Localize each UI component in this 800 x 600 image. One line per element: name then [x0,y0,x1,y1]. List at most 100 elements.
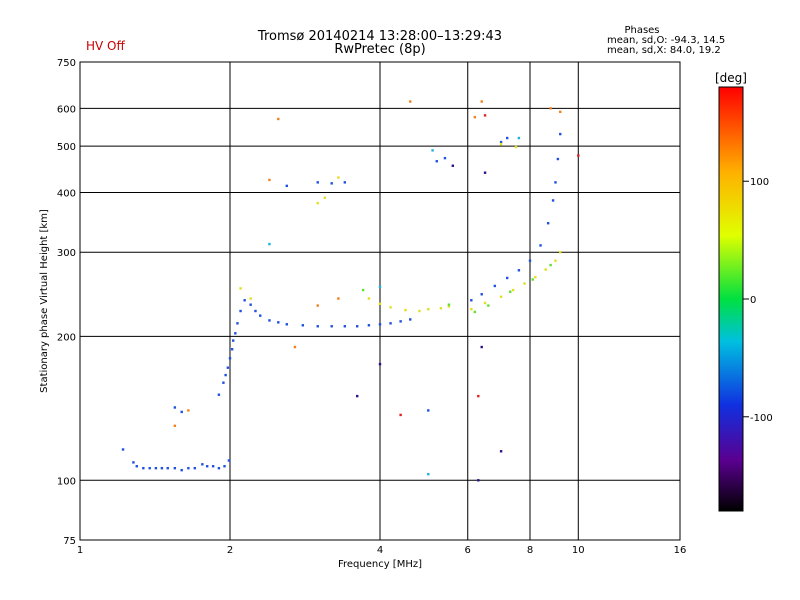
phases-x: mean, sd,X: 84.0, 19.2 [607,45,721,56]
chart-title: Tromsø 20140214 13:28:00–13:29:43 [257,29,502,44]
data-point [166,466,169,470]
data-point [223,465,226,468]
y-tick-label: 75 [63,536,76,547]
data-point [409,318,412,321]
data-point [477,479,480,482]
data-point [431,149,434,152]
data-point [493,284,497,288]
data-point [205,465,209,468]
hv-status: HV Off [86,39,125,53]
data-point [227,459,231,462]
x-tick-label: 2 [227,545,233,556]
data-point [378,323,382,326]
data-point [234,332,237,335]
data-point [361,288,365,292]
data-point [559,132,562,136]
data-point [135,465,138,468]
data-point [236,322,239,325]
data-point [217,466,221,470]
data-point [316,325,319,328]
y-tick-label: 500 [57,142,76,153]
data-point [508,290,512,293]
data-point [222,381,225,384]
colorbar-tick-label: -100 [750,413,773,424]
data-point [477,394,480,398]
data-point [230,348,234,351]
data-point [531,278,534,281]
data-point [389,306,392,309]
x-tick-label: 16 [674,545,687,556]
colorbar-ticks: 100 0 -100 [743,177,773,424]
data-point [316,304,319,307]
data-point [399,320,402,323]
colorbar-tick-label: 0 [750,295,756,306]
y-tick-label: 750 [57,58,76,69]
data-point [148,466,151,470]
data-point [343,325,347,328]
data-point [505,136,509,140]
data-point [268,319,271,322]
data-point [154,466,158,470]
data-point [470,307,473,311]
data-point [180,468,183,472]
data-point [301,324,305,327]
y-tick-labels: 75 100 200 300 400 500 600 750 [57,58,76,547]
data-point [378,302,382,305]
data-point [193,466,197,470]
data-point [443,156,447,160]
data-point [399,413,402,417]
data-point [534,275,537,279]
data-point [551,199,555,202]
x-tick-label: 1 [77,545,83,556]
data-point [337,297,340,300]
data-point [132,461,135,464]
data-point [427,409,430,412]
data-point [254,309,257,313]
data-point [160,466,164,470]
data-point [337,176,340,179]
data-point [418,309,421,313]
data-point [427,472,430,476]
data-point [330,325,333,328]
data-point [409,100,412,103]
data-point [367,297,371,300]
data-point [121,448,125,451]
data-point [173,466,177,470]
y-axis-label: Stationary phase Virtual Height [km] [39,209,50,393]
data-point [142,466,145,470]
data-point [554,259,557,262]
data-point [378,362,382,366]
x-tick-label: 4 [377,545,383,556]
data-point [511,288,515,292]
data-point [268,242,271,246]
data-point [499,142,503,146]
data-point [435,160,438,163]
data-point [323,196,327,199]
data-point [480,293,483,296]
y-tick-label: 400 [57,188,76,199]
data-point [239,309,242,313]
data-point [480,100,483,103]
data-point [427,307,430,311]
data-point [483,114,487,117]
data-point [546,222,550,225]
data-point [523,282,526,285]
data-point [316,201,319,205]
data-point [259,314,262,317]
data-point [447,305,451,308]
grid-lines [80,62,680,540]
colorbar-unit: [deg] [715,71,747,85]
data-point [439,307,443,310]
data-point [559,251,562,254]
data-point [514,145,518,149]
data-points [121,100,580,482]
data-point [480,345,483,349]
data-point [577,154,580,157]
y-tick-label: 300 [57,248,76,259]
data-point [226,366,230,369]
data-point [355,325,359,328]
x-tick-labels: 1 2 4 6 8 10 16 [77,545,687,556]
data-point [239,287,242,290]
x-tick-label: 10 [572,545,585,556]
